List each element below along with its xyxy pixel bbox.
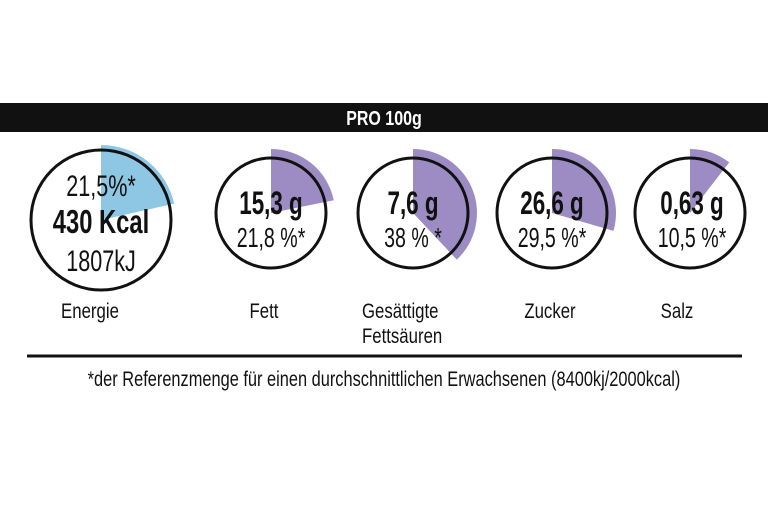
saturated-fat-gauge: 7,6 g 38 % * [356,149,478,270]
sugar-label: Zucker [524,300,576,323]
energy-gauge: 21,5%* 430 Kcal 1807kJ [29,145,175,292]
saturated-fat-grams: 7,6 g [387,185,438,221]
fat-gauge: 15,3 g 21,8 %* [214,149,334,270]
header-title: PRO 100g [346,107,422,129]
energy-wedge [101,145,175,220]
energy-percent: 21,5%* [66,168,136,202]
saturated-fat-circle [356,156,470,270]
salt-grams: 0,63 g [660,185,723,221]
fat-grams: 15,3 g [239,185,302,221]
sugar-circle [495,156,609,270]
fat-percent: 21,8 %* [237,223,306,254]
fat-label: Fett [250,300,280,323]
footnote: *der Referenzmenge für einen durchschnit… [88,367,681,390]
salt-gauge: 0,63 g 10,5 %* [633,149,747,270]
sugar-wedge [552,149,616,231]
saturated-fat-wedge [413,149,478,260]
fat-wedge [271,149,334,213]
header-band [0,103,768,132]
fat-circle [214,156,328,270]
salt-percent: 10,5 %* [658,223,727,254]
salt-label: Salz [661,300,694,323]
sugar-grams: 26,6 g [520,185,583,221]
energy-circle [29,148,173,292]
sugar-percent: 29,5 %* [518,223,587,254]
saturated-fat-percent: 38 % * [384,223,442,254]
salt-circle [633,156,747,270]
saturated-fat-label-line1: Gesättigte [362,300,439,323]
sugar-gauge: 26,6 g 29,5 %* [495,149,616,270]
energy-kcal: 430 Kcal [53,204,149,241]
energy-kj: 1807kJ [66,243,136,277]
energy-label: Energie [61,300,119,323]
saturated-fat-label-line2: Fettsäuren [362,325,442,348]
